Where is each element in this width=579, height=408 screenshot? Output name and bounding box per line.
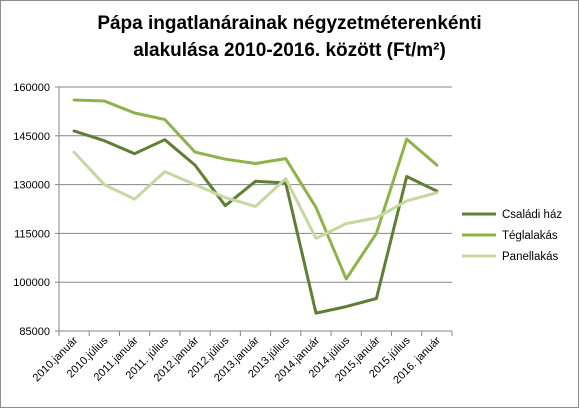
y-tick-label: 130000: [13, 180, 50, 192]
series-line-1: [72, 129, 439, 315]
legend-label-1: Családi ház: [502, 209, 562, 221]
axis-layer: 850001000001150001300001450001600002010.…: [13, 82, 453, 386]
y-tick-label: 100000: [13, 277, 50, 289]
series-line-3: [72, 150, 439, 240]
legend-label-2: Téglalakás: [502, 230, 558, 242]
y-tick-label: 145000: [13, 131, 50, 143]
legend: Családi ház Téglalakás Panellakás: [462, 209, 562, 263]
chart-title-line-2: alakulása 2010-2016. között (Ft/m²): [133, 40, 446, 61]
y-tick-label: 160000: [13, 82, 50, 94]
legend-label-3: Panellakás: [502, 251, 559, 263]
series-line-2: [72, 98, 439, 281]
chart-title: Pápa ingatlanárainak négyzetméterenkénti…: [0, 10, 579, 64]
y-tick-label: 85000: [19, 326, 50, 338]
chart-title-line-1: Pápa ingatlanárainak négyzetméterenkénti: [97, 13, 482, 34]
series-layer: [72, 98, 439, 315]
y-tick-label: 115000: [14, 228, 50, 240]
